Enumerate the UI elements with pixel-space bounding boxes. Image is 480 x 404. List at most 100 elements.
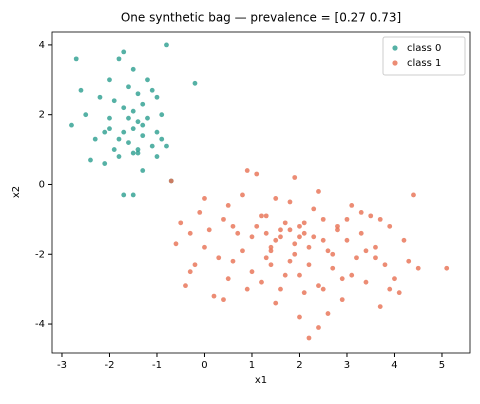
x-tick-label: -1 xyxy=(152,360,162,371)
point xyxy=(297,272,302,278)
point xyxy=(382,262,388,268)
point xyxy=(111,147,117,152)
point xyxy=(415,265,421,271)
point xyxy=(225,276,231,282)
point xyxy=(111,98,117,104)
point xyxy=(130,150,136,156)
point xyxy=(73,56,79,62)
point xyxy=(358,230,364,236)
point xyxy=(225,203,231,208)
point xyxy=(444,265,450,271)
point xyxy=(282,272,288,278)
point xyxy=(311,234,317,240)
point xyxy=(149,87,155,93)
point xyxy=(273,196,279,201)
point xyxy=(221,297,226,303)
point xyxy=(368,213,374,219)
point xyxy=(244,168,250,173)
point xyxy=(211,293,217,299)
point xyxy=(325,248,331,254)
point xyxy=(287,199,293,205)
point xyxy=(373,244,378,250)
point xyxy=(244,286,250,292)
point xyxy=(102,129,108,135)
point xyxy=(301,230,307,236)
point xyxy=(292,175,298,180)
point xyxy=(121,105,127,111)
point xyxy=(240,248,245,254)
legend-label: class 0 xyxy=(407,43,441,54)
point xyxy=(121,49,127,55)
point xyxy=(268,262,274,268)
x-tick-label: 0 xyxy=(201,360,207,371)
point xyxy=(320,237,326,243)
point xyxy=(92,136,98,142)
point xyxy=(344,237,350,243)
point xyxy=(221,216,226,222)
legend-label: class 1 xyxy=(407,58,441,69)
y-tick-label: 4 xyxy=(39,40,45,51)
point xyxy=(145,115,150,121)
point xyxy=(159,112,165,118)
point xyxy=(216,255,222,261)
point xyxy=(83,112,89,118)
point xyxy=(192,80,198,86)
point xyxy=(268,244,274,250)
point xyxy=(297,234,302,240)
point xyxy=(135,91,141,97)
point xyxy=(330,265,336,271)
point xyxy=(306,262,312,268)
point xyxy=(396,290,402,296)
x-tick-label: 2 xyxy=(296,360,302,371)
point xyxy=(335,223,340,229)
point xyxy=(121,192,127,198)
point xyxy=(140,168,146,173)
point xyxy=(377,216,383,222)
point xyxy=(387,286,393,292)
point xyxy=(254,171,260,177)
x-tick-label: 4 xyxy=(391,360,397,371)
point xyxy=(349,272,355,278)
x-tick-label: -3 xyxy=(57,360,67,371)
point xyxy=(140,101,146,107)
x-axis-label: x1 xyxy=(255,375,267,386)
point xyxy=(164,42,169,48)
point xyxy=(354,255,359,261)
legend-marker xyxy=(392,60,398,66)
point xyxy=(130,192,136,198)
point xyxy=(263,255,269,261)
point xyxy=(263,230,269,236)
y-tick-label: 2 xyxy=(39,110,45,121)
x-tick-label: 5 xyxy=(439,360,445,371)
point xyxy=(259,213,264,219)
point xyxy=(140,133,146,139)
point xyxy=(259,279,264,285)
point xyxy=(358,209,364,215)
point xyxy=(116,136,122,142)
y-axis-label: x2 xyxy=(11,186,22,198)
point xyxy=(254,223,260,229)
y-tick-label: -4 xyxy=(35,319,45,330)
point xyxy=(278,234,283,240)
point xyxy=(135,147,141,152)
point xyxy=(320,286,326,292)
point xyxy=(268,248,274,254)
point xyxy=(240,192,245,198)
point xyxy=(297,314,302,320)
point xyxy=(107,126,112,132)
point xyxy=(130,126,136,132)
point xyxy=(159,136,165,142)
point xyxy=(287,227,293,233)
point xyxy=(126,84,131,90)
point xyxy=(145,77,150,83)
point xyxy=(363,248,369,254)
point xyxy=(249,269,255,275)
point xyxy=(339,297,345,303)
point xyxy=(273,300,279,306)
point xyxy=(316,189,321,194)
point xyxy=(316,325,321,330)
point xyxy=(130,66,136,72)
point xyxy=(282,220,288,226)
point xyxy=(292,251,298,257)
